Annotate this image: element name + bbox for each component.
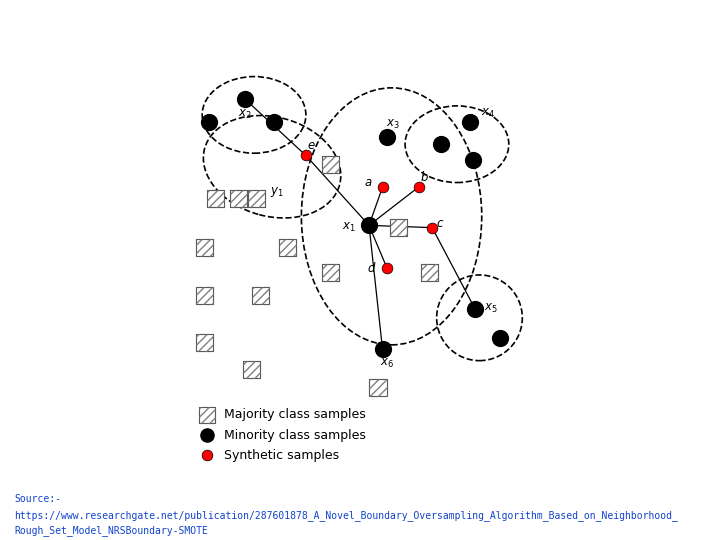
Bar <box>207 190 224 207</box>
Bar <box>390 219 407 236</box>
Text: $x_{1}$: $x_{1}$ <box>342 221 356 234</box>
Bar <box>252 287 269 304</box>
Bar <box>196 239 213 256</box>
Point <box>364 221 375 230</box>
Point <box>201 451 212 460</box>
Bar <box>421 264 438 281</box>
Bar <box>196 287 213 304</box>
Text: $c$: $c$ <box>436 217 444 230</box>
Bar <box>322 264 339 281</box>
Bar <box>248 190 265 207</box>
Point <box>464 117 476 126</box>
Bar <box>199 407 215 423</box>
Bar <box>248 190 265 207</box>
Bar <box>322 156 339 173</box>
Point <box>426 224 438 232</box>
Text: $x_{5}$: $x_{5}$ <box>484 302 498 315</box>
Text: $d$: $d$ <box>366 261 376 275</box>
Text: $x_{2}$: $x_{2}$ <box>238 109 252 122</box>
Point <box>467 156 479 164</box>
Text: $y_1$: $y_1$ <box>270 185 284 199</box>
Bar <box>421 264 438 281</box>
Bar <box>279 239 297 256</box>
Point <box>300 151 312 160</box>
Point <box>469 305 481 313</box>
Bar <box>322 264 339 281</box>
Text: $x_{6}$: $x_{6}$ <box>380 357 394 370</box>
Bar <box>196 334 213 351</box>
Text: $x_{4}$: $x_{4}$ <box>480 107 495 120</box>
Bar <box>196 334 213 351</box>
Point <box>377 345 388 354</box>
Bar <box>196 239 213 256</box>
Point <box>377 183 388 191</box>
Point <box>413 183 424 191</box>
Bar <box>230 190 247 207</box>
Text: $x_{3}$: $x_{3}$ <box>386 118 400 131</box>
Text: Imbalanced Data: Imbalanced Data <box>559 9 709 26</box>
Point <box>201 431 212 440</box>
Text: Rough_Set_Model_NRSBoundary-SMOTE: Rough_Set_Model_NRSBoundary-SMOTE <box>14 525 208 536</box>
Bar <box>196 287 213 304</box>
Point <box>382 133 393 142</box>
Point <box>436 140 447 149</box>
Text: Majority class samples: Majority class samples <box>224 408 366 421</box>
Text: $b$: $b$ <box>420 170 428 184</box>
Bar <box>322 156 339 173</box>
Text: Source:-: Source:- <box>14 494 61 504</box>
Text: $e$: $e$ <box>307 139 315 152</box>
Bar <box>230 190 247 207</box>
Bar <box>369 379 387 396</box>
Bar <box>243 361 261 378</box>
Point <box>269 117 280 126</box>
Point <box>494 334 505 342</box>
Point <box>239 95 251 104</box>
Text: $a$: $a$ <box>364 176 372 189</box>
Bar <box>243 361 261 378</box>
Point <box>203 117 215 126</box>
Bar <box>252 287 269 304</box>
Text: Synthetic samples: Synthetic samples <box>224 449 339 462</box>
Bar <box>207 190 224 207</box>
Bar <box>279 239 297 256</box>
Bar <box>390 219 407 236</box>
Point <box>382 264 393 273</box>
Bar <box>199 407 215 423</box>
Bar <box>369 379 387 396</box>
Text: Minority class samples: Minority class samples <box>224 429 366 442</box>
Text: https://www.researchgate.net/publication/287601878_A_Novel_Boundary_Oversampling: https://www.researchgate.net/publication… <box>14 510 678 521</box>
